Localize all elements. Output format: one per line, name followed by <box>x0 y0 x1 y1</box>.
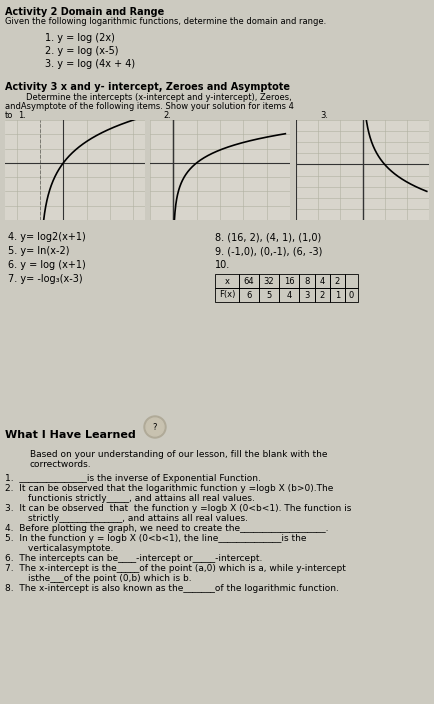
Text: 64: 64 <box>243 277 254 286</box>
Bar <box>279 288 299 302</box>
Text: 2: 2 <box>335 277 340 286</box>
Text: 16: 16 <box>284 277 294 286</box>
Text: 4: 4 <box>320 277 325 286</box>
Text: 8.  The x-intercept is also known as the_______of the logarithmic function.: 8. The x-intercept is also known as the_… <box>5 584 339 593</box>
Text: ?: ? <box>153 422 157 432</box>
Bar <box>330 288 345 302</box>
Text: Based on your understanding of our lesson, fill the blank with the: Based on your understanding of our lesso… <box>30 450 328 459</box>
Bar <box>315 274 330 288</box>
Bar <box>259 274 279 288</box>
Text: 2: 2 <box>320 291 325 299</box>
Bar <box>299 274 315 288</box>
Text: 9. (-1,0), (0,-1), (6, -3): 9. (-1,0), (0,-1), (6, -3) <box>215 246 322 256</box>
Text: Activity 3 x and y- intercept, Zeroes and Asymptote: Activity 3 x and y- intercept, Zeroes an… <box>5 82 290 92</box>
Text: andAsymptote of the following items. Show your solution for items 4: andAsymptote of the following items. Sho… <box>5 102 294 111</box>
Bar <box>315 288 330 302</box>
Text: to: to <box>5 111 13 120</box>
Bar <box>345 288 358 302</box>
Circle shape <box>146 418 164 436</box>
Text: Activity 2 Domain and Range: Activity 2 Domain and Range <box>5 7 164 17</box>
Text: 5. y= ln(x-2): 5. y= ln(x-2) <box>8 246 69 256</box>
Text: Given the following logarithmic functions, determine the domain and range.: Given the following logarithmic function… <box>5 17 326 26</box>
Text: 8. (16, 2), (4, 1), (1,0): 8. (16, 2), (4, 1), (1,0) <box>215 232 321 242</box>
Text: 32: 32 <box>264 277 274 286</box>
Text: 1.  _______________is the inverse of Exponential Function.: 1. _______________is the inverse of Expo… <box>5 474 261 483</box>
Text: 2.: 2. <box>163 111 171 120</box>
Text: Determine the intercepts (x-intercept and y-intercept), Zeroes,: Determine the intercepts (x-intercept an… <box>5 93 292 102</box>
Bar <box>345 274 358 288</box>
Text: 8: 8 <box>304 277 310 286</box>
Text: 6.  The intercepts can be____-intercept or_____-intercept.: 6. The intercepts can be____-intercept o… <box>5 554 263 563</box>
Bar <box>259 288 279 302</box>
Text: x: x <box>224 277 230 286</box>
Text: 3.  It can be observed  that  the function y =logb X (0<b<1). The function is: 3. It can be observed that the function … <box>5 504 352 513</box>
Text: 7. y= -log₃(x-3): 7. y= -log₃(x-3) <box>8 274 82 284</box>
Text: 2. y = log (x-5): 2. y = log (x-5) <box>45 46 118 56</box>
Text: 10.: 10. <box>215 260 230 270</box>
Text: correctwords.: correctwords. <box>30 460 92 469</box>
Text: strictly______________, and attains all real values.: strictly______________, and attains all … <box>5 514 248 523</box>
Text: 4.  Before plotting the graph, we need to create the___________________.: 4. Before plotting the graph, we need to… <box>5 524 329 533</box>
Text: 5.  In the function y = logb X (0<b<1), the line______________is the: 5. In the function y = logb X (0<b<1), t… <box>5 534 306 543</box>
Text: 4: 4 <box>286 291 292 299</box>
Text: functionis strictly_____, and attains all real values.: functionis strictly_____, and attains al… <box>5 494 255 503</box>
Bar <box>215 274 239 288</box>
Text: 1: 1 <box>335 291 340 299</box>
Bar <box>215 288 239 302</box>
Text: 0: 0 <box>349 291 354 299</box>
Text: 1.: 1. <box>18 111 26 120</box>
Text: What I Have Learned: What I Have Learned <box>5 430 136 440</box>
Text: 6: 6 <box>247 291 252 299</box>
Text: 2.  It can be observed that the logarithmic function y =logb X (b>0).The: 2. It can be observed that the logarithm… <box>5 484 333 493</box>
Text: 3. y = log (4x + 4): 3. y = log (4x + 4) <box>45 59 135 69</box>
Circle shape <box>144 416 166 438</box>
Bar <box>279 274 299 288</box>
Text: 3.: 3. <box>320 111 328 120</box>
Bar <box>330 274 345 288</box>
Bar <box>299 288 315 302</box>
Text: 6. y = log (x+1): 6. y = log (x+1) <box>8 260 86 270</box>
Text: 3: 3 <box>304 291 310 299</box>
Text: 5: 5 <box>266 291 272 299</box>
Text: 7.  The x-intercept is the_____of the point (a,0) which is a, while y-intercept: 7. The x-intercept is the_____of the poi… <box>5 564 346 573</box>
Text: verticalasymptote.: verticalasymptote. <box>5 544 113 553</box>
Text: isthe___of the point (0,b) which is b.: isthe___of the point (0,b) which is b. <box>5 574 192 583</box>
Text: F(x): F(x) <box>219 291 235 299</box>
Text: 1. y = log (2x): 1. y = log (2x) <box>45 33 115 43</box>
Text: 4. y= log2(x+1): 4. y= log2(x+1) <box>8 232 86 242</box>
Bar <box>239 288 259 302</box>
Bar <box>239 274 259 288</box>
